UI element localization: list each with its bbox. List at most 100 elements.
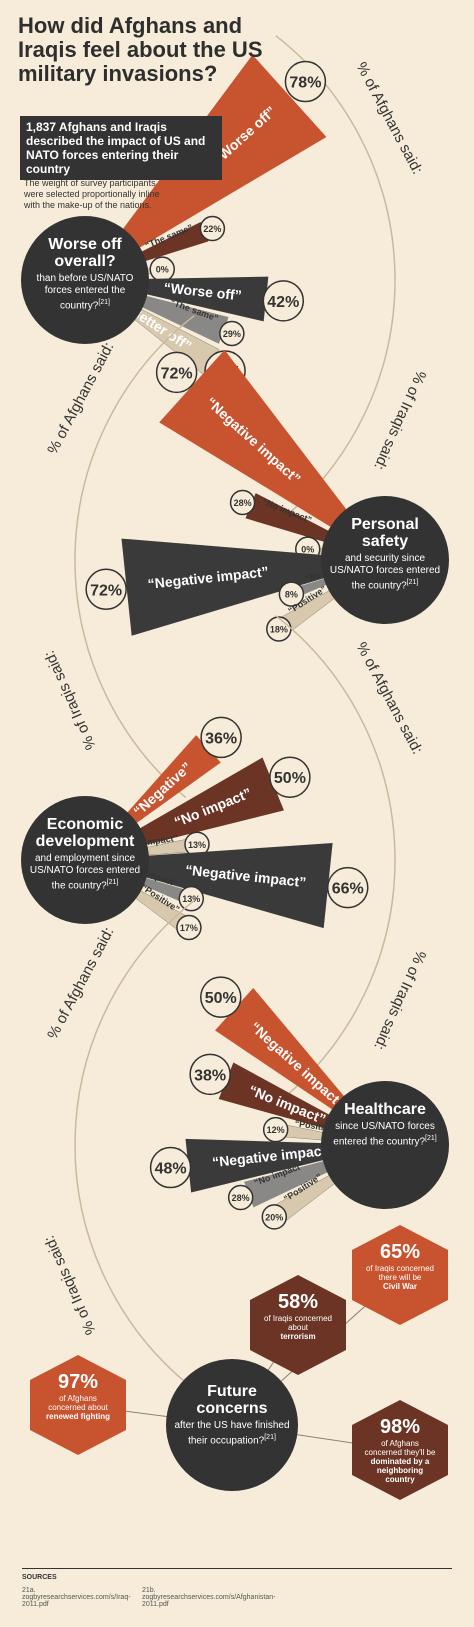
hub-circle <box>321 496 449 624</box>
arc <box>275 35 396 519</box>
value-label: 0% <box>301 545 314 555</box>
value-badge <box>261 1204 288 1230</box>
hub-title: Economic development <box>35 816 135 850</box>
group-label: % of Iraqis said: <box>41 648 100 752</box>
value-badge <box>178 885 205 912</box>
hub: Worse off overall? than before US/NATO fo… <box>27 236 143 312</box>
value-badge <box>278 581 305 607</box>
value-badge <box>227 1184 254 1211</box>
group-label: % of Iraqis said: <box>370 948 429 1052</box>
value-label: 0% <box>156 265 169 275</box>
hex-value: 98% <box>379 1416 421 1438</box>
arc <box>275 615 396 1099</box>
hex-value: 97% <box>57 1371 99 1393</box>
group-label: % of Afghans said: <box>44 339 117 457</box>
intro: 1,837 Afghans and Iraqis described the i… <box>20 116 222 180</box>
group-label: % of Afghans said: <box>353 639 426 757</box>
hub-circle <box>166 1359 298 1491</box>
hub-circle <box>21 216 149 344</box>
value-label: 72% <box>90 582 122 599</box>
hub-title: Worse off overall? <box>48 236 122 270</box>
hex-value: 58% <box>277 1291 319 1313</box>
value-label: 13% <box>188 840 206 850</box>
group-label: % of Iraqis said: <box>41 1233 100 1337</box>
hub-subtitle: than before US/NATO forces entered the c… <box>36 273 134 312</box>
hub-ref: [21] <box>425 1135 437 1142</box>
hub-subtitle: since US/NATO forces entered the country… <box>333 1121 435 1148</box>
value-badge <box>85 568 127 611</box>
value-label: 28% <box>232 1193 250 1203</box>
arc <box>74 315 195 799</box>
value-badge <box>284 60 327 103</box>
hub-subtitle: and employment since US/NATO forces ente… <box>29 853 141 892</box>
value-label: 28% <box>234 498 252 508</box>
value-badge <box>176 914 202 941</box>
value-label: 13% <box>182 894 200 904</box>
group-label: % of Afghans said: <box>44 924 117 1042</box>
hub-subtitle-box: and security since US/NATO forces entere… <box>327 553 443 592</box>
hex-text-box: of Afghans concerned they'll be dominated… <box>364 1439 436 1484</box>
value-label: 29% <box>223 329 241 339</box>
hub-title: Healthcare <box>344 1101 426 1118</box>
value-badge <box>200 716 242 759</box>
value-label: 66% <box>332 881 364 898</box>
value-badge <box>229 489 256 516</box>
value-label: 50% <box>205 990 237 1007</box>
hub-circle <box>321 1081 449 1209</box>
group-label: % of Afghans said: <box>353 59 426 177</box>
hub-ref: [21] <box>106 879 119 886</box>
hex-text-box: of Iraqis concerned about terrorism <box>262 1314 334 1341</box>
value-badge <box>269 756 311 798</box>
hub-ref: [21] <box>406 579 419 586</box>
note: The weight of survey participants were s… <box>24 178 160 210</box>
hex-text-box: of Iraqis concerned there will be Civil W… <box>364 1264 436 1291</box>
hex-emphasis: dominated by a neighboring country <box>370 1457 430 1484</box>
value-label: 17% <box>180 923 198 933</box>
value-label: 50% <box>274 770 306 787</box>
wedge <box>121 538 386 636</box>
sources: SOURCES 21a. zogbyresearchservices.com/s… <box>22 1568 452 1608</box>
title: How did Afghans and Iraqis feel about th… <box>18 13 263 86</box>
sources-title: SOURCES <box>22 1574 57 1581</box>
hub-subtitle-box: than before US/NATO forces entered the c… <box>27 273 143 312</box>
hub-subtitle-box: and employment since US/NATO forces ente… <box>27 853 143 892</box>
value-label: 8% <box>285 590 298 600</box>
source: 21b. zogbyresearchservices.com/s/Afghani… <box>142 1587 276 1608</box>
group-label: % of Iraqis said: <box>370 368 429 472</box>
value-badge <box>262 280 305 322</box>
value-label: 78% <box>289 75 321 92</box>
hub-ref: [21] <box>264 1434 276 1441</box>
hex-text-box: of Afghans concerned about renewed fighti… <box>42 1394 114 1421</box>
value-label: 72% <box>161 365 193 382</box>
hub: Healthcare since US/NATO forces entered t… <box>327 1101 443 1148</box>
value-badge <box>199 215 226 242</box>
hex-value: 65% <box>379 1241 421 1263</box>
value-label: 22% <box>203 224 221 234</box>
value-label: 18% <box>270 624 288 634</box>
source: 21a. zogbyresearchservices.com/s/Iraq-20… <box>22 1587 131 1608</box>
hex-emphasis: renewed fighting <box>46 1412 110 1421</box>
arc <box>74 900 195 1384</box>
hub-subtitle-box: after the US have finished their occupat… <box>174 1420 290 1447</box>
hub-subtitle: and security since US/NATO forces entere… <box>329 553 441 592</box>
value-label: 36% <box>205 730 237 747</box>
hub: Future concerns after the US have finishe… <box>174 1383 290 1447</box>
hub-subtitle: after the US have finished their occupat… <box>174 1420 290 1447</box>
hex-text: of Afghans concerned about <box>48 1394 108 1412</box>
hex-text: of Iraqis concerned there will be <box>365 1264 435 1282</box>
hex-emphasis: Civil War <box>383 1282 417 1291</box>
hub-circle <box>21 796 149 924</box>
value-badge <box>262 1116 289 1143</box>
hex-text: of Iraqis concerned about <box>263 1314 333 1332</box>
value-badge <box>189 1053 231 1096</box>
hub-subtitle-box: since US/NATO forces entered the country… <box>327 1121 443 1148</box>
hex-emphasis: terrorism <box>280 1332 316 1341</box>
value-badge <box>219 320 245 347</box>
value-label: 12% <box>267 1125 285 1135</box>
value-label: 48% <box>155 1161 187 1178</box>
value-badge <box>155 351 198 394</box>
hub: Economic development and employment since… <box>27 816 143 892</box>
hub-title: Future concerns <box>196 1383 268 1417</box>
